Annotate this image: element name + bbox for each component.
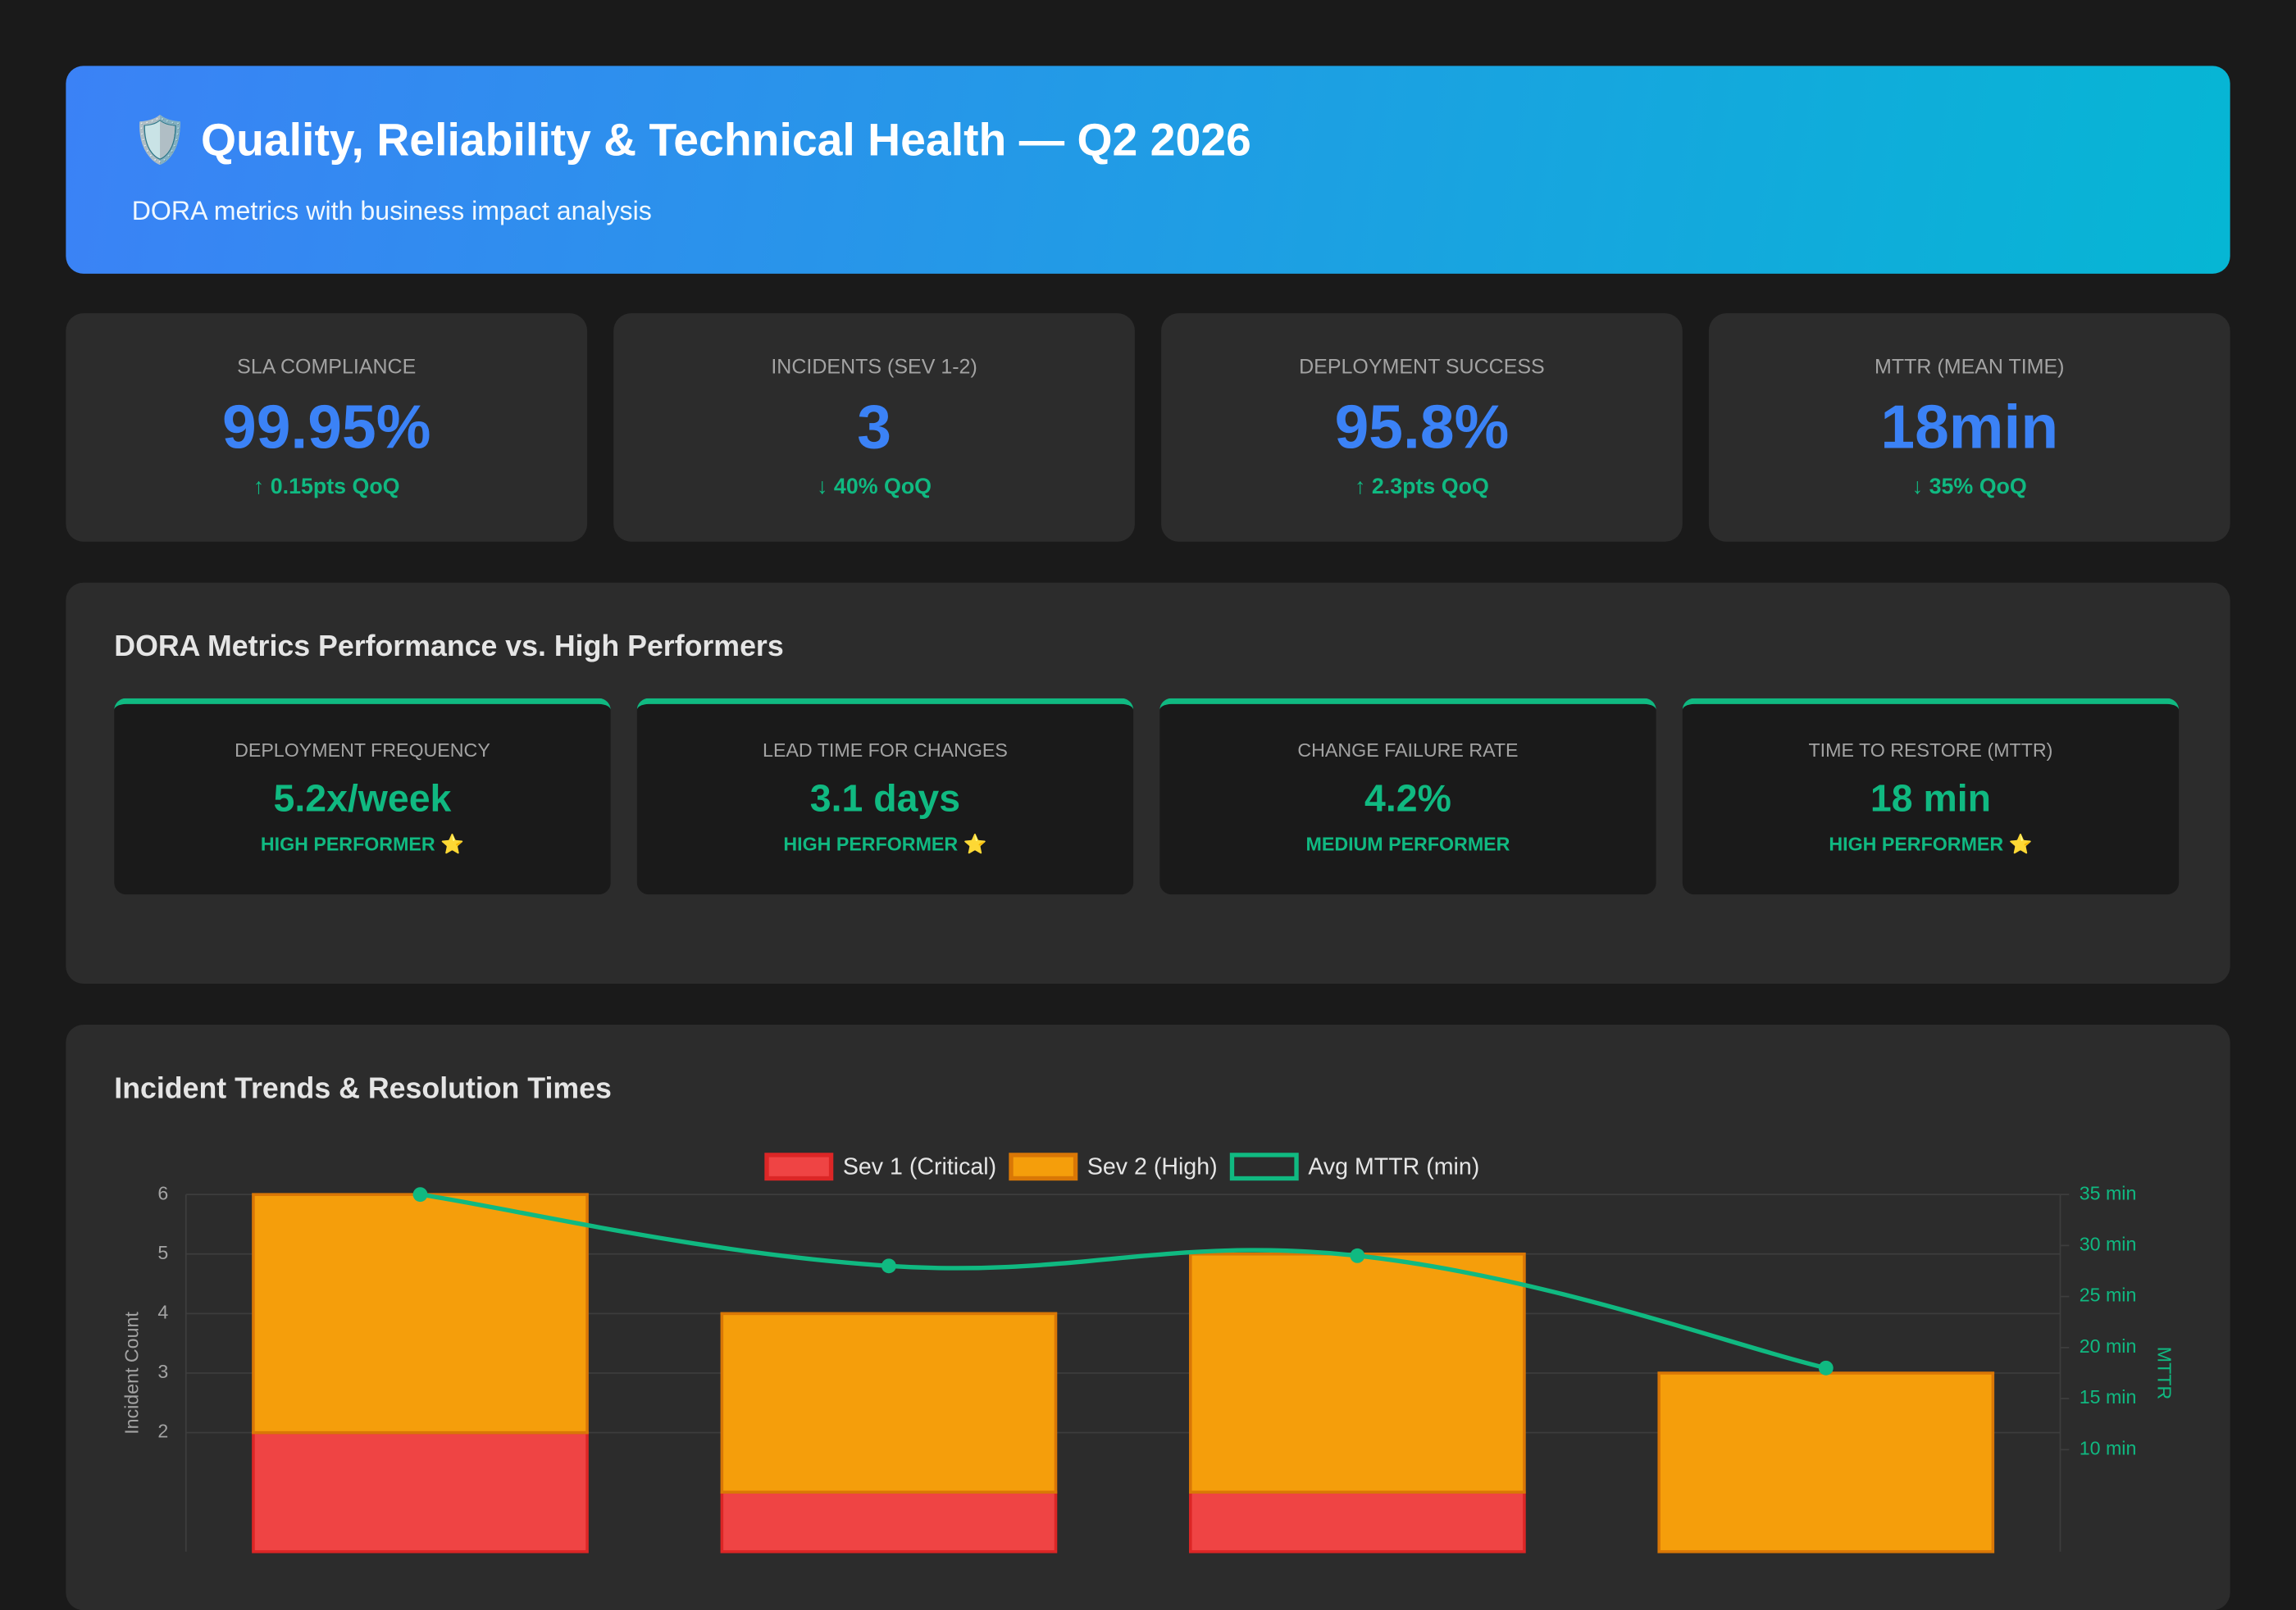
dora-label: TIME TO RESTORE (MTTR): [1808, 739, 2053, 762]
dora-value: 3.1 days: [809, 775, 961, 820]
section-title: Incident Trends & Resolution Times: [114, 1072, 612, 1106]
point: [881, 1258, 896, 1274]
kpi-delta: ↓ 40% QoQ: [817, 474, 932, 499]
y2-tick-label: 25 min: [2080, 1285, 2137, 1306]
kpi-card: DEPLOYMENT SUCCESS 95.8% ↑ 2.3pts QoQ: [1161, 313, 1683, 542]
header-subtitle: DORA metrics with business impact analys…: [131, 196, 652, 225]
kpi-value: 18min: [1880, 392, 2059, 462]
kpi-label: SLA COMPLIANCE: [237, 354, 417, 378]
y2-axis-title: MTTR: [2153, 1347, 2175, 1399]
bar: [1188, 1490, 1526, 1553]
point: [1350, 1248, 1365, 1263]
y2-tick-label: 30 min: [2080, 1234, 2137, 1255]
y2-tick-label: 20 min: [2080, 1335, 2137, 1357]
legend-label: Sev 1 (Critical): [843, 1154, 996, 1180]
y-axis-title: Incident Count: [121, 1312, 143, 1435]
legend-label: Sev 2 (High): [1087, 1154, 1218, 1180]
dora-badge: HIGH PERFORMER ⭐: [783, 833, 987, 855]
chart: 2 3 4 5 6 10 min 15 min 20 min 25 min 30 min 35 mi…: [121, 1153, 2175, 1553]
header-title: 🛡️ Quality, Reliability & Technical Heal…: [131, 114, 1251, 166]
dora-label: CHANGE FAILURE RATE: [1297, 739, 1519, 762]
dora-badge: HIGH PERFORMER ⭐: [1829, 833, 2033, 855]
kpi-label: MTTR (MEAN TIME): [1875, 354, 2065, 378]
chart-section: Incident Trends & Resolution Times 2 3 4 5 6…: [66, 1024, 2230, 1610]
y-tick-label: 4: [157, 1302, 168, 1323]
legend-swatch: [764, 1153, 834, 1181]
bar: [720, 1490, 1058, 1553]
legend-swatch: [1229, 1153, 1299, 1181]
legend-label: Avg MTTR (min): [1308, 1154, 1479, 1180]
dora-badge: HIGH PERFORMER ⭐: [260, 833, 465, 855]
y-tick-label: 3: [157, 1361, 168, 1382]
y2-tick-label: 10 min: [2080, 1437, 2137, 1458]
dora-value: 5.2x/week: [273, 775, 452, 820]
bar: [252, 1430, 589, 1553]
y2-tick-label: 35 min: [2080, 1182, 2137, 1203]
kpi-delta: ↑ 0.15pts QoQ: [253, 474, 400, 499]
dora-card: TIME TO RESTORE (MTTR) 18 min HIGH PERFORM…: [1682, 698, 2180, 895]
kpi-delta: ↑ 2.3pts QoQ: [1355, 474, 1489, 499]
kpi-value: 95.8%: [1334, 392, 1510, 462]
dora-card: DEPLOYMENT FREQUENCY 5.2x/week HIGH PERFOR…: [114, 698, 611, 895]
dora-section: DORA Metrics Performance vs. High Perfor…: [66, 582, 2230, 984]
y-tick-label: 6: [157, 1182, 168, 1203]
bar: [1657, 1371, 1995, 1553]
kpi-label: DEPLOYMENT SUCCESS: [1299, 354, 1545, 378]
kpi-value: 99.95%: [222, 392, 431, 462]
kpi-card: SLA COMPLIANCE 99.95% ↑ 0.15pts QoQ: [66, 313, 588, 542]
dora-card: CHANGE FAILURE RATE 4.2% MEDIUM PERFORMER: [1159, 698, 1656, 895]
legend-swatch: [1009, 1153, 1078, 1181]
kpi-delta: ↓ 35% QoQ: [1911, 474, 2027, 499]
section-title: DORA Metrics Performance vs. High Perfor…: [114, 630, 784, 663]
page: 🛡️ Quality, Reliability & Technical Heal…: [66, 66, 2230, 1610]
dora-badge: MEDIUM PERFORMER: [1305, 833, 1510, 855]
y2-tick-label: 15 min: [2080, 1386, 2137, 1408]
kpi-card: INCIDENTS (SEV 1-2) 3 ↓ 40% QoQ: [613, 313, 1135, 542]
kpi-label: INCIDENTS (SEV 1-2): [771, 354, 977, 378]
point: [412, 1187, 428, 1203]
dora-value: 18 min: [1870, 775, 1992, 820]
y-tick-label: 5: [157, 1242, 168, 1263]
kpi-card: MTTR (MEAN TIME) 18min ↓ 35% QoQ: [1708, 313, 2230, 542]
dora-value: 4.2%: [1364, 775, 1451, 820]
bar: [720, 1312, 1058, 1494]
dora-label: DEPLOYMENT FREQUENCY: [235, 739, 490, 762]
point: [1818, 1360, 1834, 1376]
bar: [252, 1193, 589, 1435]
line: [420, 1192, 1827, 1371]
kpi-value: 3: [857, 392, 891, 462]
dora-label: LEAD TIME FOR CHANGES: [763, 739, 1008, 762]
bar: [1188, 1252, 1526, 1494]
dora-card: LEAD TIME FOR CHANGES 3.1 days HIGH PERFOR…: [636, 698, 1134, 895]
header: 🛡️ Quality, Reliability & Technical Heal…: [66, 66, 2230, 274]
y-tick-label: 2: [157, 1421, 168, 1442]
